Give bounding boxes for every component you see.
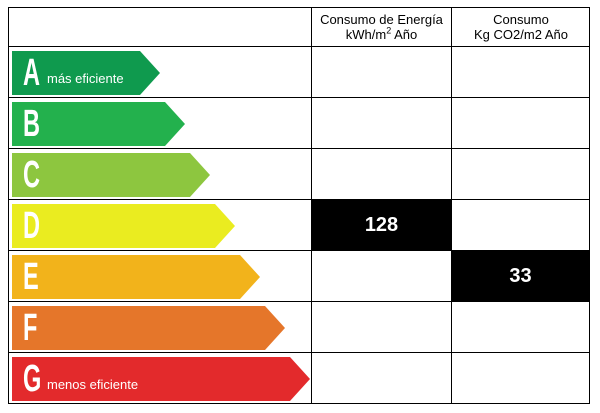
energy-value: 128 xyxy=(364,213,399,236)
rating-letter: C xyxy=(23,154,41,196)
header-divider xyxy=(8,46,590,47)
energy-value-box: 128 xyxy=(312,200,451,250)
energy-header-unit: kWh/m2 Año xyxy=(345,25,418,42)
rating-arrow-f: F xyxy=(12,306,285,350)
co2-value: 33 xyxy=(509,264,532,287)
rating-arrow-b: B xyxy=(12,102,185,146)
rating-letter: D xyxy=(23,205,41,247)
label-frame xyxy=(8,7,590,404)
rating-description: menos eficiente xyxy=(47,376,139,392)
column-divider-energy xyxy=(311,7,312,404)
rating-arrow-d: D xyxy=(12,204,235,248)
rating-letter: G xyxy=(23,358,42,400)
row-divider xyxy=(8,97,590,98)
rating-letter: E xyxy=(23,256,39,298)
co2-header-title: Consumo xyxy=(493,12,549,27)
co2-column-header: Consumo Kg CO2/m2 Año xyxy=(452,8,590,46)
row-divider xyxy=(8,301,590,302)
rating-description: más eficiente xyxy=(47,70,124,86)
rating-letter: F xyxy=(23,307,38,349)
rating-arrow-e: E xyxy=(12,255,260,299)
energy-column-header: Consumo de Energía kWh/m2 Año xyxy=(312,8,451,46)
row-divider xyxy=(8,250,590,251)
column-divider-co2 xyxy=(451,7,452,404)
co2-header-unit: Kg CO2/m2 Año xyxy=(474,27,568,42)
row-divider xyxy=(8,148,590,149)
row-divider xyxy=(8,352,590,353)
rating-letter: B xyxy=(23,103,41,145)
energy-header-title: Consumo de Energía xyxy=(320,12,443,27)
co2-value-box: 33 xyxy=(452,251,589,301)
row-divider xyxy=(8,199,590,200)
rating-arrow-c: C xyxy=(12,153,210,197)
rating-letter: A xyxy=(23,52,41,94)
